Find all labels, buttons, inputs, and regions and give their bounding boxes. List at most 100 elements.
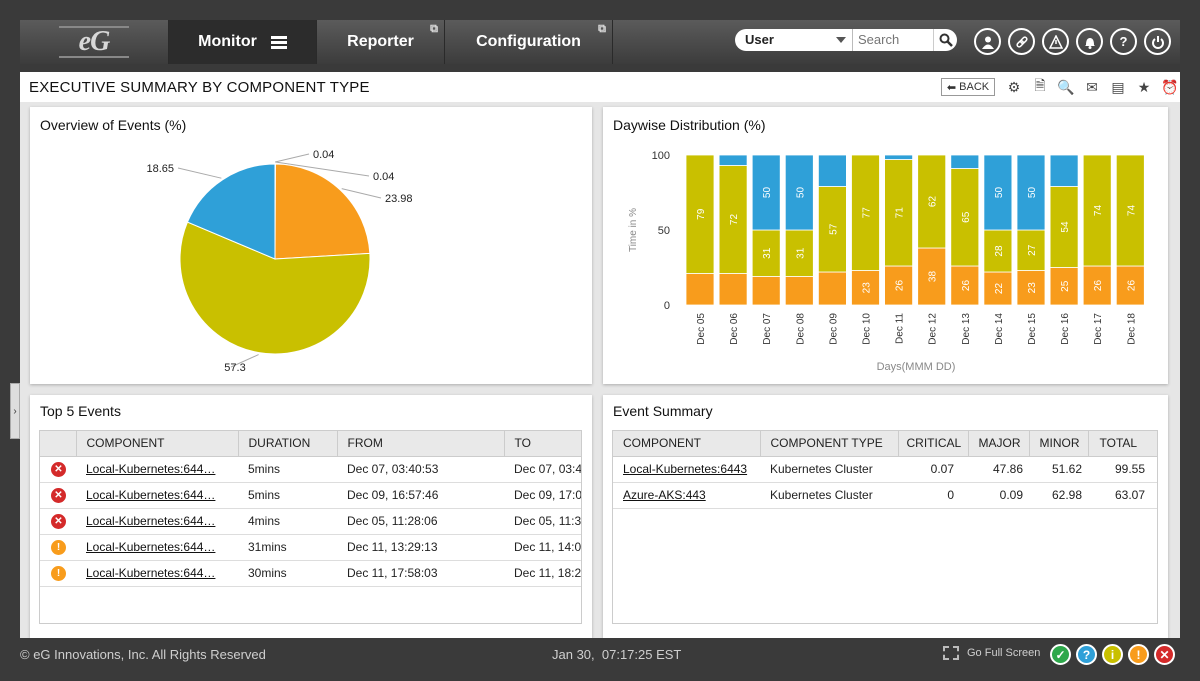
x-tick-label: Dec 07 [762, 313, 773, 345]
bell-icon[interactable] [1076, 28, 1103, 55]
bar-segment[interactable] [950, 265, 980, 306]
daywise-panel: Daywise Distribution (%) 0 50 100 Time in %… [603, 107, 1168, 384]
component-link[interactable]: Local-Kubernetes:644… [86, 488, 216, 502]
warning-icon[interactable]: ! [1128, 644, 1149, 665]
x-axis-label: Days(MMM DD) [877, 361, 956, 373]
info-icon[interactable]: i [1102, 644, 1123, 665]
bar-segment[interactable] [851, 270, 880, 306]
bar-segment[interactable] [718, 165, 748, 274]
bar-segment[interactable] [718, 273, 748, 306]
bar-segment[interactable] [983, 154, 1013, 231]
bar-segment[interactable] [983, 271, 1013, 306]
bar-segment[interactable] [685, 273, 715, 306]
critical-icon[interactable]: ✕ [1154, 644, 1175, 665]
pie-slice[interactable] [274, 163, 371, 260]
bar-segment[interactable] [751, 154, 781, 231]
normal-icon[interactable]: ✓ [1050, 644, 1071, 665]
help-icon[interactable]: ? [1110, 28, 1137, 55]
eg-logo[interactable]: eG [20, 20, 168, 64]
bar-segment[interactable] [817, 186, 847, 273]
csv-icon[interactable]: ▤ [1111, 78, 1125, 95]
bar-segment[interactable] [917, 247, 947, 306]
bar-data-label: 57 [828, 223, 839, 235]
bar-segment[interactable] [751, 276, 781, 306]
table-row[interactable]: ✕ Local-Kubernetes:644… 5mins Dec 09, 16:57… [40, 482, 581, 509]
pie-leader-line [177, 167, 222, 179]
table-row[interactable]: ! Local-Kubernetes:644… 30mins Dec 11, 17:5… [40, 560, 581, 587]
tab-configuration[interactable]: Configuration ⧉ [444, 20, 612, 64]
sidebar-toggle[interactable]: › [10, 383, 20, 439]
bar-segment[interactable] [884, 154, 914, 160]
bar-segment[interactable] [1049, 154, 1079, 187]
table-row[interactable]: ✕ Local-Kubernetes:644… 5mins Dec 07, 03:40… [40, 456, 581, 483]
search-scope-select[interactable]: User [735, 29, 853, 51]
search-input[interactable] [853, 29, 933, 51]
bar-segment[interactable] [1082, 154, 1112, 267]
col-component-type[interactable]: COMPONENT TYPE [760, 431, 899, 457]
bar-segment[interactable] [917, 154, 947, 249]
component-link[interactable]: Local-Kubernetes:644… [86, 540, 216, 554]
settings-icon[interactable]: ⚙ [1007, 78, 1021, 95]
bar-segment[interactable] [1016, 229, 1046, 271]
bar-segment[interactable] [751, 229, 781, 277]
tab-reporter[interactable]: Reporter ⧉ [316, 20, 444, 64]
bar-segment[interactable] [950, 168, 980, 267]
col-major[interactable]: MAJOR [968, 431, 1030, 457]
power-icon[interactable] [1144, 28, 1171, 55]
bar-segment[interactable] [784, 276, 814, 306]
table-row[interactable]: ! Local-Kubernetes:644… 31mins Dec 11, 13:2… [40, 534, 581, 561]
search-doc-icon[interactable]: 🔍 [1057, 78, 1075, 95]
link-icon[interactable] [1008, 28, 1035, 55]
col-component[interactable]: COMPONENT [76, 431, 239, 457]
pdf-icon[interactable]: 🗎 [1034, 77, 1046, 93]
col-to[interactable]: TO [504, 431, 581, 457]
tab-monitor[interactable]: Monitor [168, 20, 316, 64]
col-critical[interactable]: CRITICAL [898, 431, 969, 457]
component-link[interactable]: Local-Kubernetes:644… [86, 462, 216, 476]
x-tick-label: Dec 08 [795, 313, 806, 345]
col-minor[interactable]: MINOR [1029, 431, 1089, 457]
bar-segment[interactable] [950, 154, 980, 169]
table-row[interactable]: Azure-AKS:443 Kubernetes Cluster 0 0.09 62.9… [613, 482, 1157, 509]
bar-segment[interactable] [1115, 265, 1145, 306]
alert-icon[interactable] [1042, 28, 1069, 55]
search-button[interactable] [933, 29, 957, 51]
alarm-icon[interactable]: ⏰ [1161, 78, 1179, 95]
full-screen-button[interactable]: Go Full Screen [943, 646, 1040, 660]
bar-segment[interactable] [1082, 265, 1112, 306]
bar-segment[interactable] [851, 154, 880, 271]
bar-segment[interactable] [784, 154, 814, 231]
full-screen-label: Go Full Screen [967, 647, 1041, 659]
bar-segment[interactable] [1016, 154, 1046, 231]
bar-segment[interactable] [718, 154, 748, 166]
component-link[interactable]: Local-Kubernetes:644… [86, 514, 216, 528]
bar-segment[interactable] [685, 154, 715, 274]
bar-segment[interactable] [784, 229, 814, 277]
table-row[interactable]: Local-Kubernetes:6443 Kubernetes Cluster 0… [613, 456, 1157, 483]
component-link[interactable]: Local-Kubernetes:644… [86, 566, 216, 580]
bar-segment[interactable] [884, 265, 914, 306]
user-icon[interactable] [974, 28, 1001, 55]
col-from[interactable]: FROM [337, 431, 505, 457]
pie-slice[interactable] [186, 163, 276, 260]
table-row[interactable]: ✕ Local-Kubernetes:644… 4mins Dec 05, 11:28… [40, 508, 581, 535]
bar-data-label: 50 [994, 187, 1005, 199]
component-link[interactable]: Local-Kubernetes:6443 [623, 462, 748, 476]
component-link[interactable]: Azure-AKS:443 [623, 488, 706, 502]
col-component[interactable]: COMPONENT [613, 431, 761, 457]
bar-segment[interactable] [983, 229, 1013, 273]
back-button[interactable]: ⬅ BACK [941, 78, 995, 96]
bar-segment[interactable] [817, 154, 847, 187]
star-icon[interactable]: ★ [1137, 78, 1151, 95]
total-cell: 63.07 [1088, 482, 1157, 509]
unknown-icon[interactable]: ? [1076, 644, 1097, 665]
pie-slice[interactable] [179, 221, 371, 355]
mail-icon[interactable]: ✉ [1086, 78, 1098, 95]
bar-segment[interactable] [1049, 186, 1079, 268]
bar-segment[interactable] [1115, 154, 1145, 267]
bar-segment[interactable] [1049, 267, 1079, 306]
bar-segment[interactable] [817, 271, 847, 306]
hamburger-icon[interactable] [270, 34, 287, 51]
col-duration[interactable]: DURATION [238, 431, 338, 457]
col-total[interactable]: TOTAL [1088, 431, 1157, 457]
